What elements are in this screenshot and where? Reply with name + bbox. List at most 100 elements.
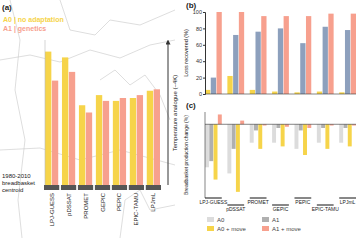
bars	[205, 12, 356, 94]
bar	[307, 124, 311, 128]
tick-label: PEPIC	[116, 192, 122, 211]
bar	[348, 124, 352, 146]
bar	[328, 14, 333, 94]
bar	[254, 124, 258, 130]
centroid-marker	[146, 185, 161, 190]
bar	[113, 101, 119, 185]
panel-label: (b)	[186, 1, 197, 10]
tick-mark	[203, 61, 205, 62]
bar	[62, 57, 68, 185]
centroid-marker	[112, 185, 127, 190]
panel-label: (a)	[2, 3, 12, 12]
bar	[211, 78, 216, 94]
y-axis-title: Loss recovered (%)	[183, 29, 189, 77]
tick-label: EPIC-TAMU	[133, 193, 139, 226]
bar	[303, 124, 307, 155]
y-axis-title: Breadbasket production change (%)	[183, 115, 189, 195]
annotation: centroid	[2, 187, 23, 193]
bar	[321, 124, 325, 128]
legend-entry: A1 | genetics	[3, 25, 46, 33]
legend-swatch	[262, 226, 269, 231]
legend-entry: A1	[272, 217, 280, 223]
bar	[218, 114, 222, 124]
tick-label: LPJmL	[340, 199, 356, 205]
bar	[120, 98, 126, 185]
figure: (a)LPJ-GUESSpDSSATPROMETGEPICPEPICEPIC-T…	[0, 0, 360, 238]
bars	[205, 114, 356, 191]
tick-label: 40	[196, 58, 202, 64]
bar	[239, 12, 244, 94]
bar	[209, 124, 213, 161]
tick-label: pDSSAT	[66, 193, 72, 216]
bar	[227, 124, 231, 173]
bar	[214, 124, 218, 179]
annotation: Temperature analogue (~4K)	[172, 75, 178, 152]
tick-label: 60	[196, 42, 202, 48]
bar	[299, 124, 303, 130]
axis-line	[45, 40, 46, 185]
legend-entry: A1 + move	[272, 226, 302, 232]
bar	[284, 16, 289, 94]
bar	[147, 91, 153, 185]
zero-line	[205, 124, 356, 125]
bar	[250, 124, 254, 142]
centroid-marker	[61, 185, 76, 190]
legend-entry: A0 + move	[217, 226, 247, 232]
bar	[216, 12, 221, 94]
panel-label: (c)	[186, 101, 196, 110]
bar	[255, 32, 260, 94]
centroid-marker	[78, 185, 93, 190]
annotation: breadbasket	[2, 180, 35, 186]
tick-label: PROMET	[83, 193, 89, 219]
arrow	[168, 42, 169, 185]
map-outline	[60, 0, 175, 35]
bar	[154, 89, 160, 185]
bar	[317, 124, 321, 142]
axis-line	[205, 112, 206, 198]
map-outline	[0, 40, 175, 62]
bar	[281, 124, 285, 146]
tick-label: 20	[196, 75, 202, 81]
tick-label: 0	[199, 91, 202, 97]
legend-swatch	[207, 217, 214, 222]
bar	[294, 124, 298, 149]
bar	[130, 98, 136, 185]
tick-label: PROMET	[247, 199, 268, 205]
bar	[240, 121, 244, 125]
bar	[227, 76, 232, 94]
bar	[258, 124, 262, 149]
bar	[52, 81, 58, 185]
tick: 100	[193, 9, 205, 15]
bar	[276, 124, 280, 128]
map-outline	[10, 0, 25, 238]
tick: 40	[196, 58, 205, 64]
tick-label: LPJmL	[150, 192, 156, 211]
axis-line	[203, 13, 206, 95]
tick-label: LPJ-GUESS	[49, 193, 55, 226]
tick: 80	[196, 26, 205, 32]
tick-label: PEPIC	[295, 199, 310, 205]
centroid-marker	[129, 185, 144, 190]
legend-entry: A0 | no adaptation	[3, 16, 64, 24]
bar	[79, 105, 85, 185]
legend-swatch	[262, 217, 269, 222]
bar	[250, 90, 255, 94]
y-axis: 0 20 40 60 80 100	[193, 9, 206, 97]
bar	[86, 113, 92, 186]
tick-mark	[203, 12, 205, 13]
bar	[137, 95, 143, 185]
bar	[285, 124, 289, 126]
bar	[236, 124, 240, 192]
tick: 60	[196, 42, 205, 48]
bar	[261, 16, 266, 94]
tick-mark	[203, 78, 205, 79]
tick-label: pDSSAT	[226, 206, 245, 212]
bar	[323, 27, 328, 94]
bar	[317, 92, 322, 94]
map	[0, 0, 175, 238]
figure-svg: (a)LPJ-GUESSpDSSATPROMETGEPICPEPICEPIC-T…	[0, 0, 360, 238]
bar	[45, 52, 51, 185]
tick-label: GEPIC	[273, 206, 289, 212]
tick-label: 100	[193, 9, 202, 15]
centroid-marker	[44, 185, 59, 190]
